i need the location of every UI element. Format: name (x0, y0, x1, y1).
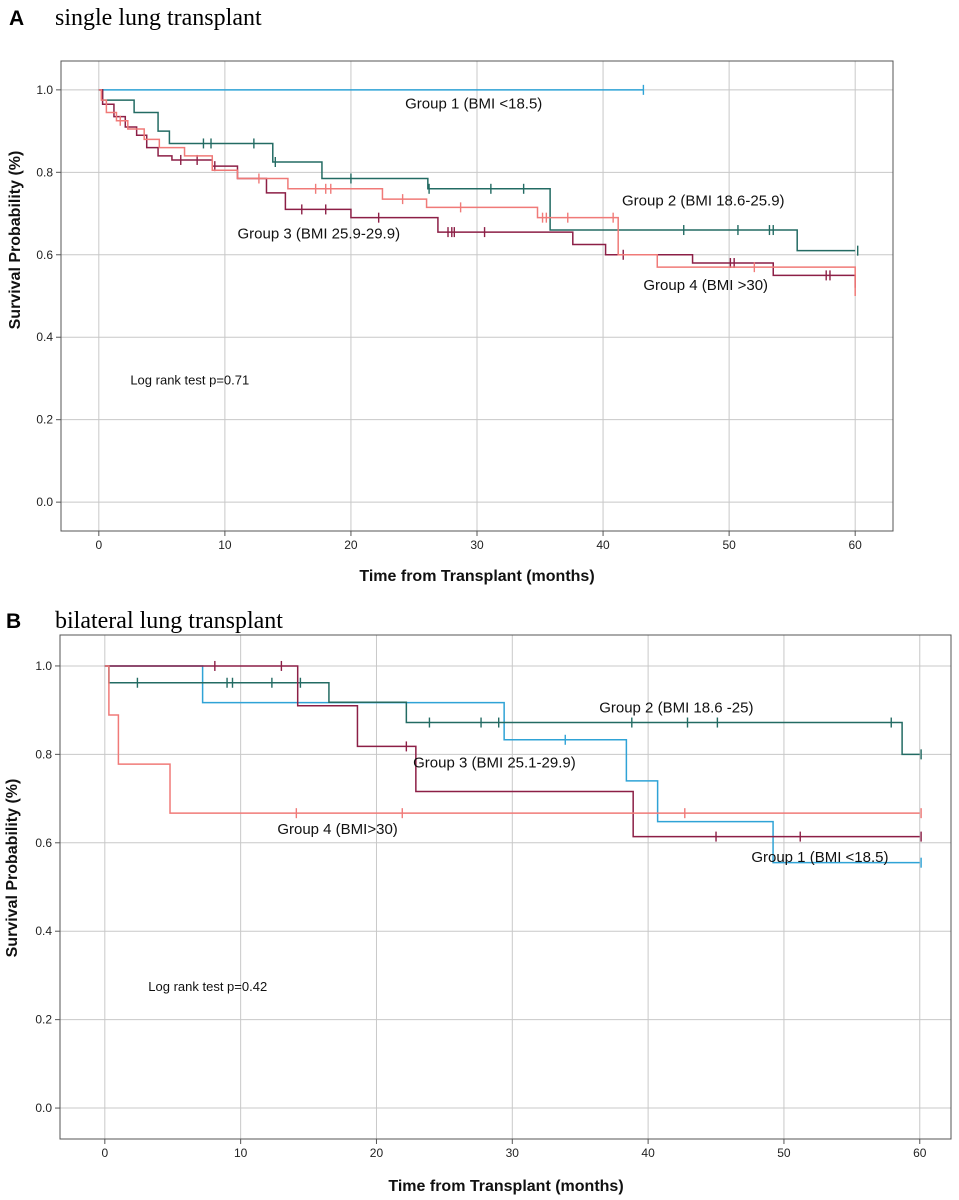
panel-a-ticks: 0 10 20 30 40 50 60 0.0 0.2 0.4 0.6 0.8 1.0 (36, 83, 862, 552)
panel-a-y-tick-label: 1.0 (36, 83, 53, 97)
panel-a-series-line-2 (98, 89, 856, 252)
panel-a-x-tick-label: 50 (722, 538, 736, 552)
panel-a-gridlines (60, 60, 894, 532)
panel-b-letter: B (6, 610, 21, 633)
panel-a-y-tick-label: 0.6 (36, 248, 53, 262)
panel-a-x-tick-label: 40 (596, 538, 610, 552)
panel-b-x-tick-label: 30 (506, 1146, 520, 1160)
panel-b-group-label: Group 4 (BMI>30) (277, 821, 397, 838)
panel-b-y-tick-label: 0.0 (35, 1101, 52, 1115)
panel-a-x-axis-label: Time from Transplant (months) (359, 568, 594, 585)
panel-a-logrank-annotation: Log rank test p=0.71 (130, 373, 249, 388)
panel-b-y-axis-label: Survival Probability (%) (4, 779, 21, 958)
panel-b-y-tick-label: 0.6 (35, 836, 52, 850)
panel-b-series-line-4 (104, 665, 920, 814)
panel-a-series-line-4 (98, 89, 856, 296)
panel-b-y-tick-label: 1.0 (35, 659, 52, 673)
panel-b-title: bilateral lung transplant (55, 608, 283, 634)
panel-a-series (98, 84, 859, 296)
panel-a-group-labels: Group 1 (BMI <18.5) Group 2 (BMI 18.6-25.… (237, 95, 784, 293)
panel-a-x-tick-label: 10 (218, 538, 232, 552)
panel-a-group-label: Group 4 (BMI >30) (643, 277, 768, 294)
panel-a-x-tick-label: 30 (470, 538, 484, 552)
panel-b-y-tick-label: 0.8 (35, 747, 52, 761)
panel-b-x-tick-label: 10 (234, 1146, 248, 1160)
panel-b-chart: B bilateral lung transplant Survival Pro… (4, 608, 952, 1195)
panel-a-chart: A single lung transplant Survival Probab… (7, 5, 894, 585)
panel-a-letter: A (9, 7, 24, 30)
panel-a-title: single lung transplant (55, 5, 262, 31)
panel-a-group-label: Group 1 (BMI <18.5) (405, 95, 542, 112)
panel-a-y-tick-label: 0.2 (36, 413, 53, 427)
panel-a-group-label: Group 3 (BMI 25.9-29.9) (237, 225, 400, 242)
panel-b-gridlines (59, 634, 952, 1140)
panel-b-series-line-3 (104, 665, 920, 838)
panel-b-x-tick-label: 0 (101, 1146, 108, 1160)
panel-a-x-tick-label: 20 (344, 538, 358, 552)
panel-b-x-axis-label: Time from Transplant (months) (388, 1178, 623, 1195)
panel-b-ticks: 0 10 20 30 40 50 60 0.0 0.2 0.4 0.6 0.8 1.0 (35, 659, 926, 1160)
panel-a-x-tick-label: 60 (849, 538, 863, 552)
panel-b-x-tick-label: 60 (913, 1146, 927, 1160)
panel-b-group-label: Group 3 (BMI 25.1-29.9) (413, 755, 576, 772)
panel-b-series-line-1 (104, 665, 920, 864)
panel-b-group-label: Group 2 (BMI 18.6 -25) (599, 699, 753, 716)
panel-b-x-tick-label: 20 (370, 1146, 384, 1160)
panel-b-x-tick-label: 50 (777, 1146, 791, 1160)
panel-a-group-label: Group 2 (BMI 18.6-25.9) (622, 192, 785, 209)
panel-a-x-tick-label: 0 (95, 538, 102, 552)
panel-a-y-tick-label: 0.0 (36, 495, 53, 509)
panel-b-group-labels: Group 2 (BMI 18.6 -25) Group 3 (BMI 25.1-… (277, 699, 888, 866)
panel-b-group-label: Group 1 (BMI <18.5) (751, 849, 888, 866)
panel-b-plot-frame (59, 634, 952, 1140)
panel-b-y-tick-label: 0.4 (35, 924, 52, 938)
panel-b-y-tick-label: 0.2 (35, 1013, 52, 1027)
panel-b-logrank-annotation: Log rank test p=0.42 (148, 979, 267, 994)
panel-b-x-tick-label: 40 (641, 1146, 655, 1160)
panel-b-series (104, 660, 922, 868)
panel-a-y-axis-label: Survival Probability (%) (7, 151, 24, 330)
panel-a-y-tick-label: 0.4 (36, 330, 53, 344)
panel-a-y-tick-label: 0.8 (36, 165, 53, 179)
